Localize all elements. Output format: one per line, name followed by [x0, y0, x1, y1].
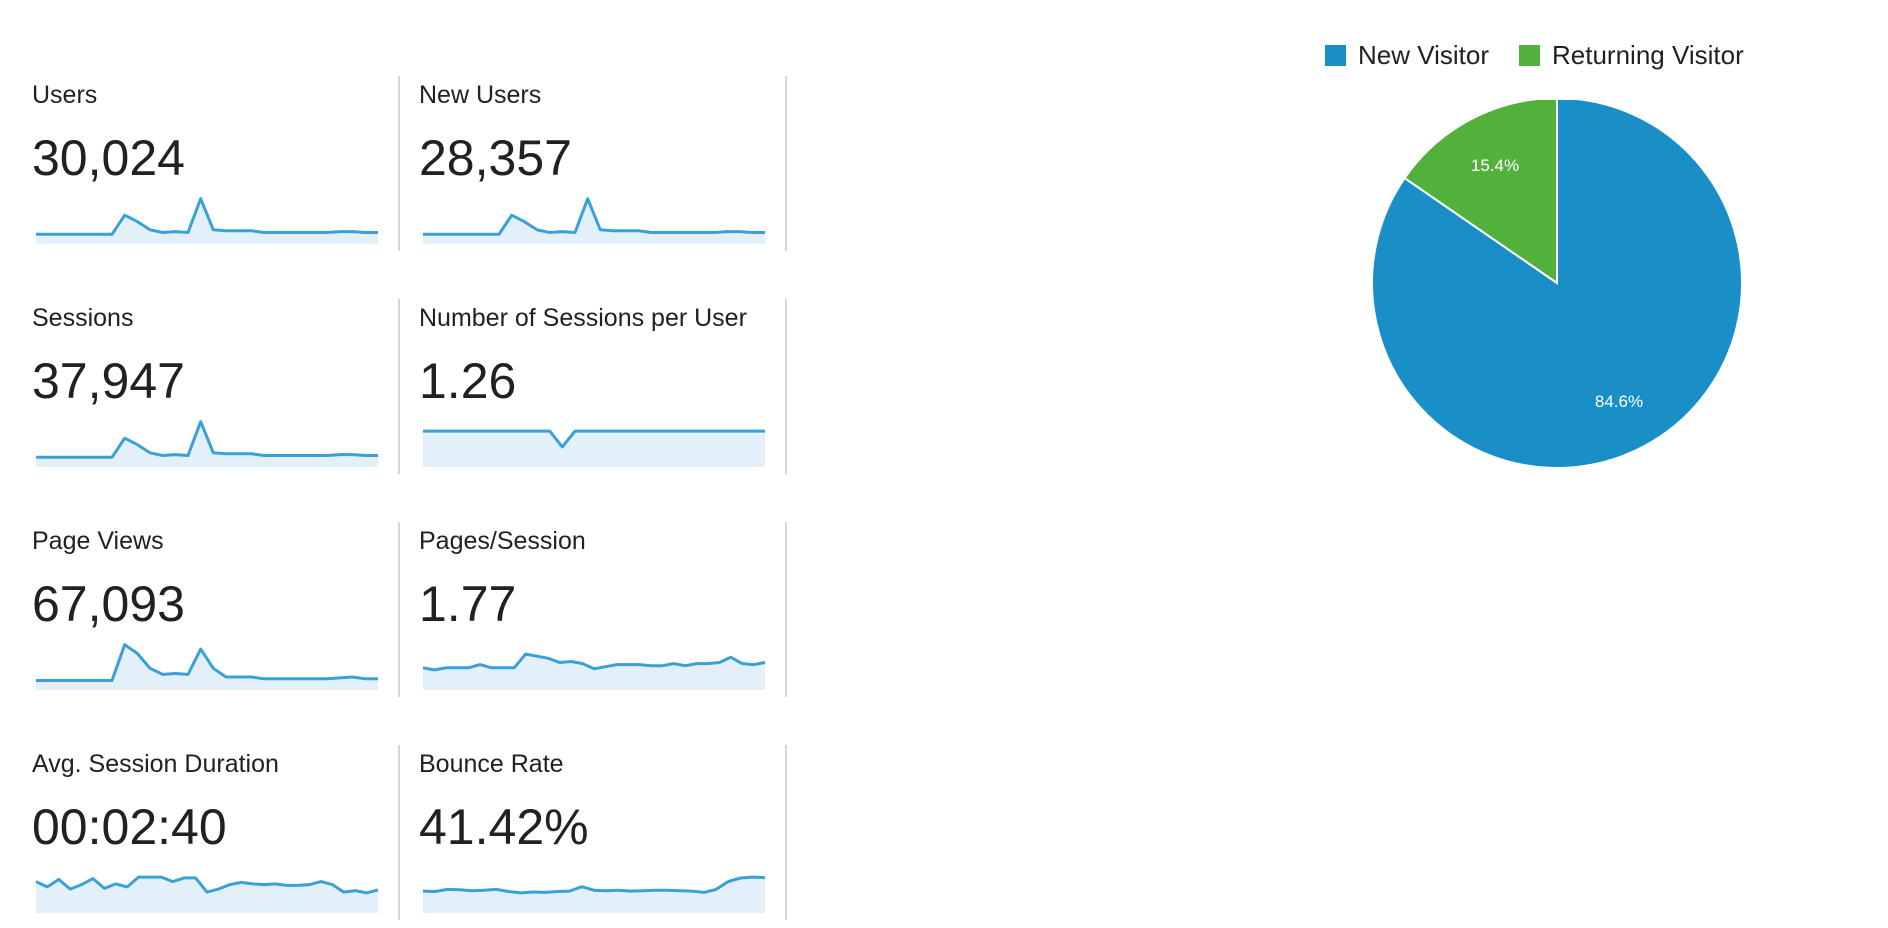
pie-slice-label: 15.4%: [1471, 156, 1519, 175]
sparkline-line: [36, 420, 378, 459]
metric-title: Avg. Session Duration: [32, 750, 279, 778]
metric-value: 28,357: [419, 130, 572, 186]
sparkline-line: [36, 197, 378, 236]
sparkline-page-views: [36, 643, 378, 690]
metric-value: 67,093: [32, 576, 185, 632]
metric-title: Pages/Session: [419, 527, 586, 555]
sparkline-area: [423, 198, 765, 244]
pie-chart: 84.6% 15.4%: [1371, 100, 1743, 469]
sparkline-area: [423, 877, 765, 913]
legend-swatch: [1519, 45, 1541, 66]
sparkline-line: [35, 875, 379, 895]
metric-title: Users: [32, 81, 98, 109]
legend-swatch: [1325, 45, 1346, 66]
metric-title: Bounce Rate: [419, 750, 564, 778]
sparkline-bounce-rate: [422, 875, 766, 913]
sparkline-avg-session-duration: [35, 875, 379, 913]
sparkline-sessions-per-user: [423, 429, 765, 467]
metric-tile-users[interactable]: Users 30,024: [0, 76, 378, 251]
metric-title: Page Views: [32, 527, 164, 555]
metric-value: 41.42%: [419, 799, 589, 855]
divider: [785, 76, 787, 251]
metric-tile-page-views[interactable]: Page Views 67,093: [0, 522, 378, 697]
pie-slice-returning-visitor: [1403, 100, 1558, 285]
visitor-type-chart: New Visitor Returning Visitor 84.6% 15.4%: [1300, 30, 1760, 500]
metric-value: 30,024: [32, 130, 185, 186]
metric-value: 37,947: [32, 353, 185, 409]
sparkline-area: [423, 654, 765, 690]
sparkline-line: [422, 652, 766, 672]
sparkline-line: [423, 429, 765, 449]
sparkline-area: [36, 421, 378, 467]
metric-title: New Users: [419, 81, 542, 109]
metric-tile-sessions-per-user[interactable]: Number of Sessions per User 1.26: [387, 299, 765, 474]
metric-tile-bounce-rate[interactable]: Bounce Rate 41.42%: [387, 745, 766, 920]
metric-value: 00:02:40: [32, 799, 227, 855]
sparkline-new-users: [423, 197, 765, 244]
divider: [398, 745, 400, 920]
legend-item-returning-visitor[interactable]: Returning Visitor: [1519, 40, 1744, 71]
sparkline-line: [422, 875, 766, 895]
chart-legend: New Visitor Returning Visitor: [1325, 40, 1774, 71]
pie-slice-label: 84.6%: [1595, 392, 1643, 411]
sparkline-line: [423, 197, 765, 236]
sparkline-users: [36, 197, 378, 244]
sparkline-line: [36, 643, 378, 682]
sparkline-sessions: [36, 420, 378, 467]
legend-label: Returning Visitor: [1552, 40, 1744, 70]
metric-tile-avg-session-duration[interactable]: Avg. Session Duration 00:02:40: [0, 745, 379, 920]
sparkline-pages-per-session: [422, 652, 766, 690]
metric-tile-pages-per-session[interactable]: Pages/Session 1.77: [387, 522, 766, 697]
metric-title: Number of Sessions per User: [419, 304, 747, 332]
divider: [398, 299, 400, 474]
metric-value: 1.26: [419, 353, 517, 409]
metric-title: Sessions: [32, 304, 134, 332]
sparkline-area: [36, 198, 378, 244]
sparkline-area: [423, 431, 765, 467]
legend-item-new-visitor[interactable]: New Visitor: [1325, 40, 1489, 71]
sparkline-area: [36, 644, 378, 690]
divider: [785, 299, 787, 474]
metric-tile-sessions[interactable]: Sessions 37,947: [0, 299, 378, 474]
divider: [785, 522, 787, 697]
divider: [398, 522, 400, 697]
legend-label: New Visitor: [1358, 40, 1490, 70]
metric-value: 1.77: [419, 576, 517, 632]
divider: [785, 745, 787, 920]
divider: [398, 76, 400, 251]
metric-tile-new-users[interactable]: New Users 28,357: [387, 76, 765, 251]
